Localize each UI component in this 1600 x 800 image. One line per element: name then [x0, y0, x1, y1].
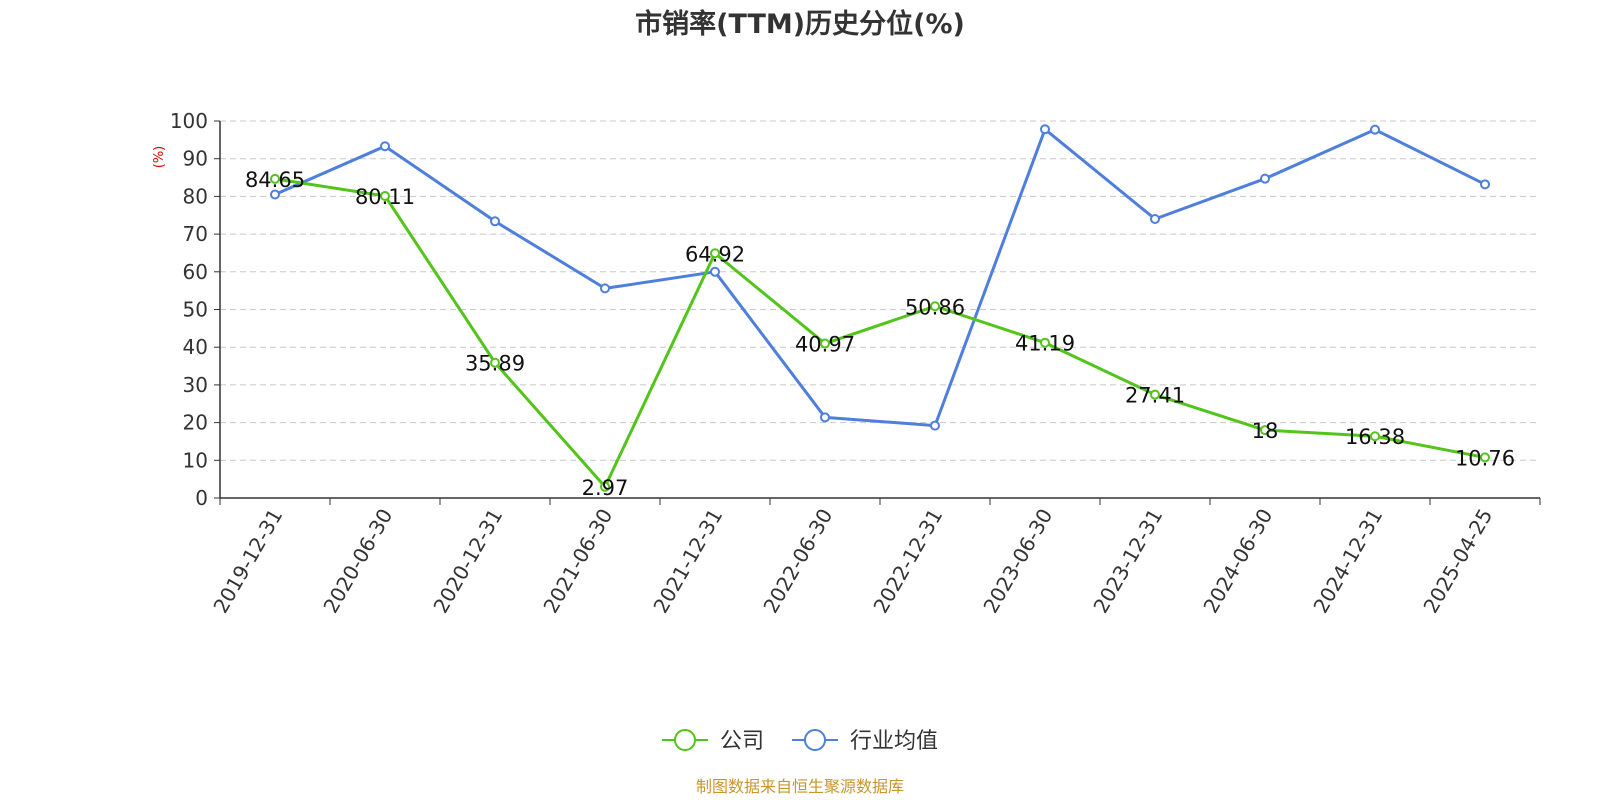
data-point-industry[interactable] [270, 189, 280, 200]
x-tick-label: 2022-12-31 [868, 505, 947, 618]
data-point-industry[interactable] [1150, 214, 1160, 225]
data-point-company[interactable] [1370, 431, 1380, 442]
data-point-industry[interactable] [1040, 124, 1050, 135]
y-tick-label: 20 [183, 411, 208, 435]
data-point-company[interactable] [270, 173, 280, 184]
data-point-company[interactable] [380, 190, 390, 201]
y-tick-label: 70 [183, 222, 208, 246]
y-tick-label: 30 [183, 373, 208, 397]
data-point-company[interactable] [930, 301, 940, 312]
data-point-company[interactable] [1260, 425, 1270, 436]
x-tick-label: 2023-06-30 [978, 505, 1057, 618]
data-label: 27.41 [1125, 384, 1185, 408]
data-label: 80.11 [355, 185, 415, 209]
y-tick-label: 10 [183, 448, 208, 472]
data-point-industry[interactable] [1370, 124, 1380, 135]
data-point-industry[interactable] [930, 420, 940, 431]
source-note: 制图数据来自恒生聚源数据库 [696, 777, 904, 796]
legend-marker-company [674, 729, 696, 751]
y-tick-label: 60 [183, 260, 208, 284]
y-tick-label: 50 [183, 298, 208, 322]
data-point-industry[interactable] [380, 141, 390, 152]
data-label: 18 [1252, 419, 1279, 443]
data-point-industry[interactable] [1260, 173, 1270, 184]
data-label: 64.92 [685, 242, 745, 266]
chart-title: 市销率(TTM)历史分位(%) [635, 8, 965, 40]
x-tick-label: 2019-12-31 [208, 505, 287, 618]
legend-label-company: 公司 [720, 729, 764, 754]
x-tick-label: 2024-06-30 [1198, 505, 1277, 618]
y-tick-label: 40 [183, 335, 208, 359]
data-point-industry[interactable] [600, 283, 610, 294]
legend-item-company[interactable]: 公司 [662, 729, 764, 754]
x-tick-label: 2021-12-31 [648, 505, 727, 618]
legend-label-industry: 行业均值 [850, 729, 938, 754]
series-layer [270, 124, 1490, 492]
y-tick-label: 0 [195, 486, 208, 510]
x-tick-label: 2020-12-31 [428, 505, 507, 618]
data-point-industry[interactable] [490, 216, 500, 227]
data-label: 84.65 [245, 168, 305, 192]
data-point-company[interactable] [1480, 452, 1490, 463]
data-label: 35.89 [465, 352, 525, 376]
x-tick-label: 2022-06-30 [758, 505, 837, 618]
legend[interactable]: 公司 行业均值 [662, 729, 938, 754]
data-labels: 84.65 80.11 35.89 2.97 64.92 40.97 50.86 41.19 2… [245, 168, 1515, 500]
legend-item-industry[interactable]: 行业均值 [792, 729, 938, 754]
y-tick-label: 100 [170, 109, 208, 133]
x-tick-label: 2025-04-25 [1418, 505, 1497, 618]
series-line-company [274, 177, 1486, 489]
data-label: 40.97 [795, 333, 855, 357]
grid-lines [220, 120, 1540, 461]
data-point-industry[interactable] [710, 266, 720, 277]
data-point-industry[interactable] [1480, 179, 1490, 190]
x-tick-label: 2024-12-31 [1308, 505, 1387, 618]
y-axis-unit: (%) [152, 146, 167, 169]
data-label: 16.38 [1345, 425, 1405, 449]
data-point-company[interactable] [600, 481, 610, 492]
data-label: 50.86 [905, 295, 965, 319]
data-point-company[interactable] [490, 357, 500, 368]
x-tick-label: 2023-12-31 [1088, 505, 1167, 618]
data-point-company[interactable] [1040, 337, 1050, 348]
legend-marker-industry [804, 729, 826, 751]
series-line-industry [274, 127, 1486, 428]
x-tick-label: 2021-06-30 [538, 505, 617, 618]
data-point-company[interactable] [820, 338, 830, 349]
x-tick-label: 2020-06-30 [318, 505, 397, 618]
y-tick-label: 90 [183, 147, 208, 171]
data-point-company[interactable] [710, 248, 720, 259]
data-label: 2.97 [582, 476, 629, 500]
data-point-company[interactable] [1150, 389, 1160, 400]
y-tick-label: 80 [183, 184, 208, 208]
data-label: 10.76 [1455, 446, 1515, 470]
data-point-industry[interactable] [820, 412, 830, 423]
data-label: 41.19 [1015, 332, 1075, 356]
